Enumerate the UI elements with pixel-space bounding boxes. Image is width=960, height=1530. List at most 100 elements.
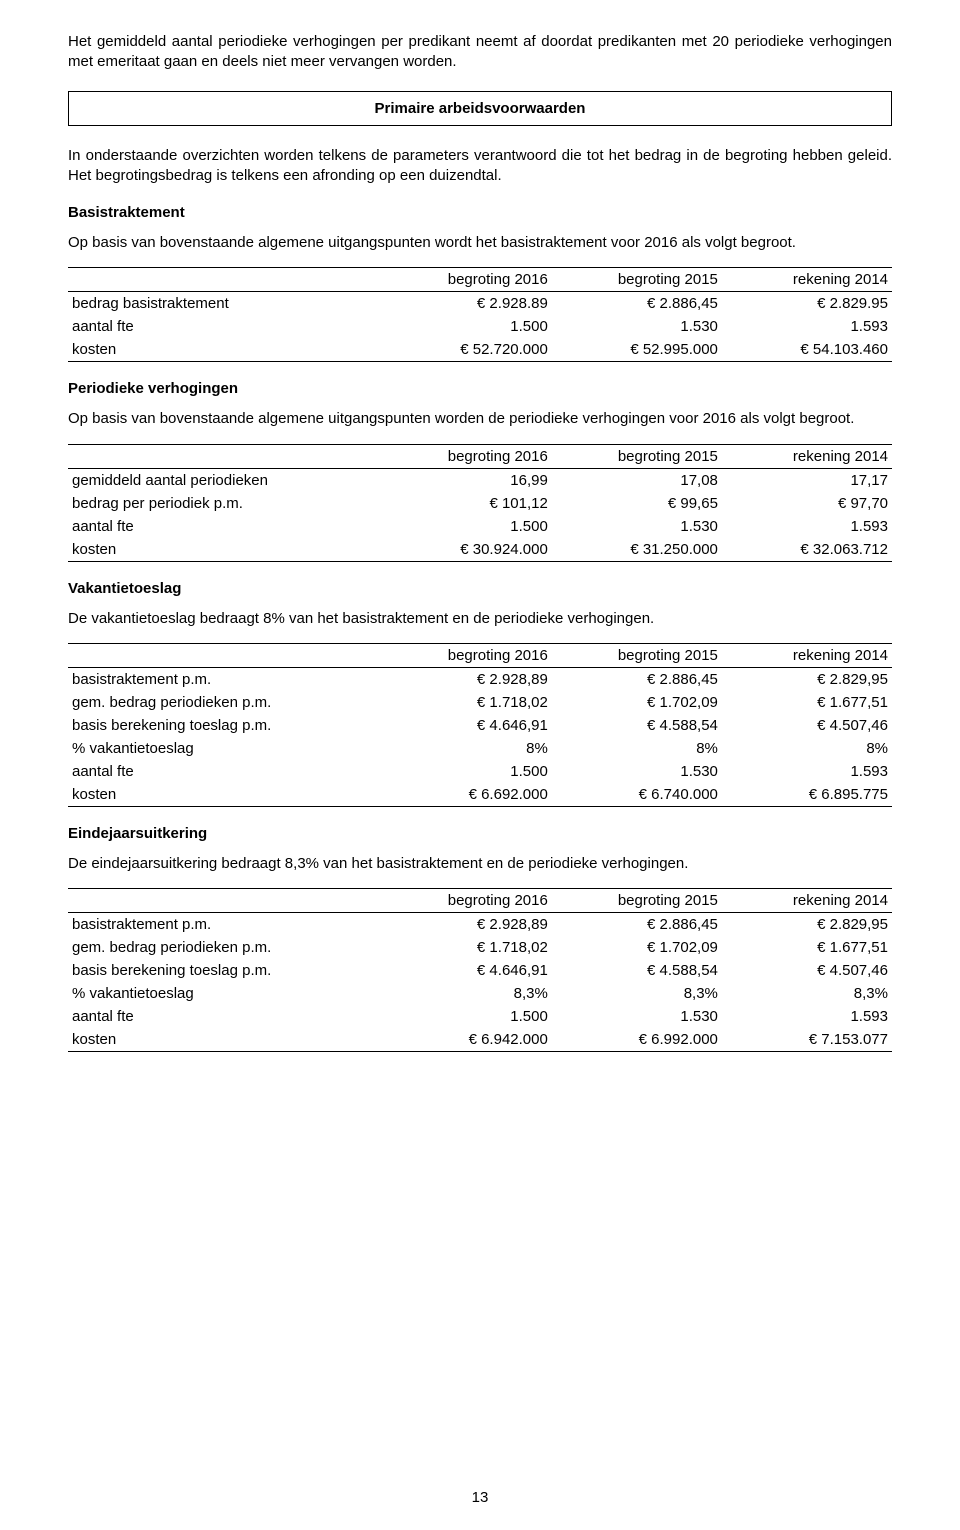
- table-cell: kosten: [68, 1028, 382, 1052]
- box-title: Primaire arbeidsvoorwaarden: [79, 100, 881, 117]
- header-c1: begroting 2016: [382, 268, 552, 292]
- table-cell: 8%: [722, 737, 892, 760]
- primary-conditions-box: Primaire arbeidsvoorwaarden: [68, 91, 892, 126]
- table-row: % vakantietoeslag8%8%8%: [68, 737, 892, 760]
- table-cell: 1.593: [722, 315, 892, 338]
- table-row: aantal fte1.5001.5301.593: [68, 760, 892, 783]
- table-cell: € 4.507,46: [722, 714, 892, 737]
- section4-title: Eindejaarsuitkering: [68, 825, 892, 842]
- table-cell: € 30.924.000: [382, 538, 552, 562]
- table-cell: € 1.677,51: [722, 936, 892, 959]
- table-cell: € 6.740.000: [552, 783, 722, 807]
- table-header-row: begroting 2016 begroting 2015 rekening 2…: [68, 444, 892, 468]
- section4-table: begroting 2016 begroting 2015 rekening 2…: [68, 888, 892, 1052]
- table-header-row: begroting 2016 begroting 2015 rekening 2…: [68, 268, 892, 292]
- table-cell: basistraktement p.m.: [68, 913, 382, 937]
- table-cell: € 1.702,09: [552, 691, 722, 714]
- section1-table: begroting 2016 begroting 2015 rekening 2…: [68, 267, 892, 362]
- table-cell: 8,3%: [552, 982, 722, 1005]
- table-cell: € 4.588,54: [552, 959, 722, 982]
- table-cell: € 32.063.712: [722, 538, 892, 562]
- table-cell: € 101,12: [382, 492, 552, 515]
- table-cell: € 2.886,45: [552, 292, 722, 316]
- section1-paragraph: Op basis van bovenstaande algemene uitga…: [68, 233, 892, 253]
- table-cell: € 6.942.000: [382, 1028, 552, 1052]
- table-cell: € 7.153.077: [722, 1028, 892, 1052]
- table-cell: aantal fte: [68, 515, 382, 538]
- header-blank: [68, 889, 382, 913]
- section3-body: basistraktement p.m.€ 2.928,89€ 2.886,45…: [68, 667, 892, 806]
- section1-body: bedrag basistraktement€ 2.928.89€ 2.886,…: [68, 292, 892, 362]
- header-c3: rekening 2014: [722, 268, 892, 292]
- intro-paragraph: Het gemiddeld aantal periodieke verhogin…: [68, 32, 892, 73]
- section1-title: Basistraktement: [68, 204, 892, 221]
- table-cell: € 2.928.89: [382, 292, 552, 316]
- table-cell: € 4.588,54: [552, 714, 722, 737]
- section3-title: Vakantietoeslag: [68, 580, 892, 597]
- header-c2: begroting 2015: [552, 643, 722, 667]
- section3-paragraph: De vakantietoeslag bedraagt 8% van het b…: [68, 609, 892, 629]
- table-cell: 1.530: [552, 315, 722, 338]
- page-number: 13: [0, 1489, 960, 1506]
- section2-title: Periodieke verhogingen: [68, 380, 892, 397]
- header-c1: begroting 2016: [382, 444, 552, 468]
- table-row: kosten€ 6.692.000€ 6.740.000€ 6.895.775: [68, 783, 892, 807]
- table-cell: 8%: [382, 737, 552, 760]
- table-cell: € 1.702,09: [552, 936, 722, 959]
- header-c2: begroting 2015: [552, 889, 722, 913]
- table-header-row: begroting 2016 begroting 2015 rekening 2…: [68, 889, 892, 913]
- table-cell: gem. bedrag periodieken p.m.: [68, 691, 382, 714]
- header-blank: [68, 444, 382, 468]
- table-cell: € 1.718,02: [382, 936, 552, 959]
- table-header-row: begroting 2016 begroting 2015 rekening 2…: [68, 643, 892, 667]
- table-row: kosten€ 52.720.000€ 52.995.000€ 54.103.4…: [68, 338, 892, 362]
- table-cell: aantal fte: [68, 315, 382, 338]
- table-cell: € 54.103.460: [722, 338, 892, 362]
- table-cell: 1.593: [722, 1005, 892, 1028]
- table-cell: 8%: [552, 737, 722, 760]
- table-row: gem. bedrag periodieken p.m.€ 1.718,02€ …: [68, 691, 892, 714]
- section2-body: gemiddeld aantal periodieken16,9917,0817…: [68, 468, 892, 561]
- header-c2: begroting 2015: [552, 268, 722, 292]
- table-row: kosten€ 6.942.000€ 6.992.000€ 7.153.077: [68, 1028, 892, 1052]
- table-cell: 8,3%: [722, 982, 892, 1005]
- table-cell: € 6.692.000: [382, 783, 552, 807]
- table-row: bedrag per periodiek p.m.€ 101,12€ 99,65…: [68, 492, 892, 515]
- table-cell: % vakantietoeslag: [68, 737, 382, 760]
- table-cell: 1.500: [382, 515, 552, 538]
- table-cell: € 4.646,91: [382, 714, 552, 737]
- table-cell: € 99,65: [552, 492, 722, 515]
- table-cell: gemiddeld aantal periodieken: [68, 468, 382, 492]
- table-cell: 1.500: [382, 760, 552, 783]
- table-cell: bedrag basistraktement: [68, 292, 382, 316]
- table-cell: 1.530: [552, 515, 722, 538]
- table-row: bedrag basistraktement€ 2.928.89€ 2.886,…: [68, 292, 892, 316]
- table-cell: € 6.895.775: [722, 783, 892, 807]
- table-row: aantal fte1.5001.5301.593: [68, 1005, 892, 1028]
- table-cell: kosten: [68, 783, 382, 807]
- section3-table: begroting 2016 begroting 2015 rekening 2…: [68, 643, 892, 807]
- table-cell: € 52.720.000: [382, 338, 552, 362]
- table-row: basis berekening toeslag p.m.€ 4.646,91€…: [68, 959, 892, 982]
- table-cell: 1.530: [552, 760, 722, 783]
- table-cell: 17,17: [722, 468, 892, 492]
- section2-paragraph: Op basis van bovenstaande algemene uitga…: [68, 409, 892, 429]
- header-c1: begroting 2016: [382, 889, 552, 913]
- table-cell: basis berekening toeslag p.m.: [68, 714, 382, 737]
- header-c3: rekening 2014: [722, 643, 892, 667]
- table-cell: % vakantietoeslag: [68, 982, 382, 1005]
- table-cell: € 2.829.95: [722, 292, 892, 316]
- table-cell: 16,99: [382, 468, 552, 492]
- section4-body: basistraktement p.m.€ 2.928,89€ 2.886,45…: [68, 913, 892, 1052]
- table-cell: € 2.829,95: [722, 667, 892, 691]
- table-cell: 8,3%: [382, 982, 552, 1005]
- table-cell: bedrag per periodiek p.m.: [68, 492, 382, 515]
- table-cell: basistraktement p.m.: [68, 667, 382, 691]
- table-row: aantal fte1.5001.5301.593: [68, 515, 892, 538]
- header-c3: rekening 2014: [722, 444, 892, 468]
- header-blank: [68, 643, 382, 667]
- table-cell: 1.593: [722, 515, 892, 538]
- header-c3: rekening 2014: [722, 889, 892, 913]
- table-row: gemiddeld aantal periodieken16,9917,0817…: [68, 468, 892, 492]
- table-cell: € 2.928,89: [382, 667, 552, 691]
